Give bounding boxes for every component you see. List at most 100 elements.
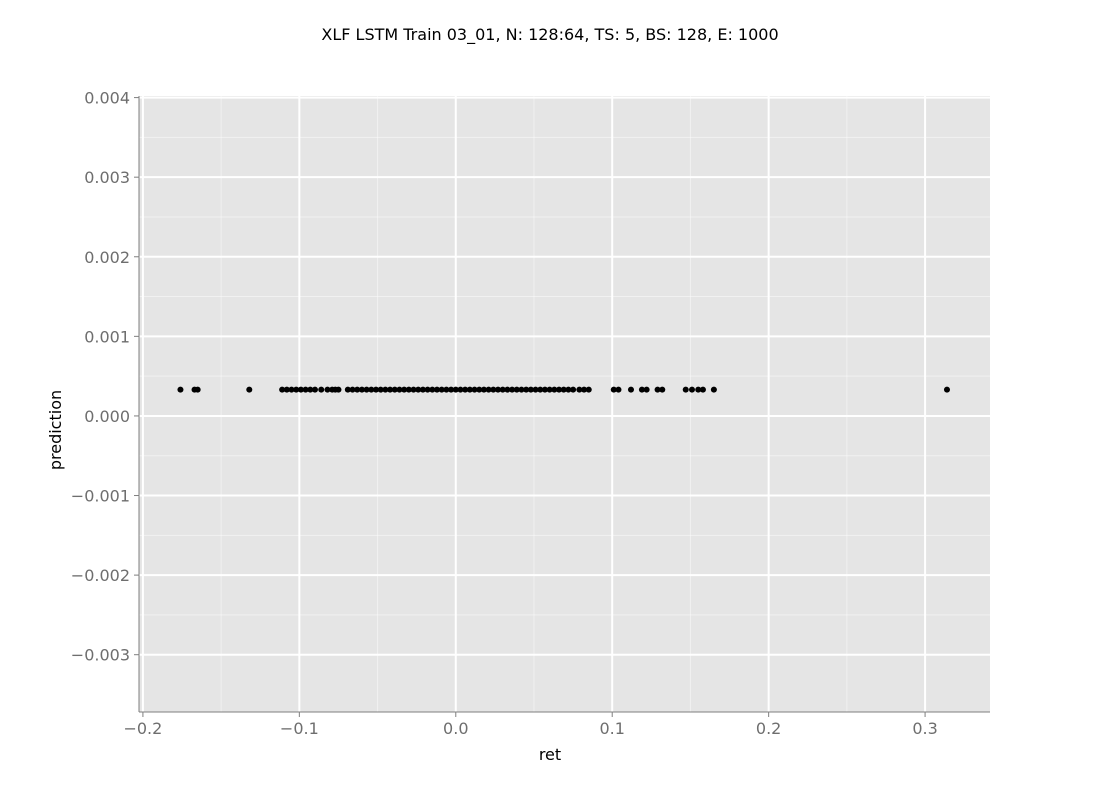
data-point xyxy=(581,386,588,393)
data-point xyxy=(279,386,286,393)
data-point xyxy=(377,386,384,393)
y-tick-label: 0.002 xyxy=(84,248,130,267)
data-point xyxy=(452,386,459,393)
x-axis-label: ret xyxy=(539,745,561,764)
x-tick-label: 0.3 xyxy=(912,719,937,738)
data-point xyxy=(695,386,702,393)
data-point xyxy=(194,386,201,393)
data-point xyxy=(363,386,370,393)
data-point xyxy=(638,386,645,393)
data-point xyxy=(485,386,492,393)
data-point xyxy=(541,386,548,393)
minor-gridlines xyxy=(139,96,990,712)
major-gridlines xyxy=(139,96,990,712)
data-point xyxy=(654,386,661,393)
data-point xyxy=(368,386,375,393)
data-point xyxy=(415,386,422,393)
data-point xyxy=(576,386,583,393)
y-tick-label: 0.003 xyxy=(84,168,130,187)
data-point xyxy=(457,386,464,393)
data-point xyxy=(462,386,469,393)
data-point xyxy=(585,386,592,393)
x-tick-label: −0.1 xyxy=(280,719,319,738)
data-point xyxy=(480,386,487,393)
data-point xyxy=(307,386,314,393)
data-point xyxy=(610,386,617,393)
y-axis: 0.004 0.003 0.002 0.001 0.000 −0.001 −0.002 −0.… xyxy=(71,89,140,712)
data-point xyxy=(532,386,539,393)
data-point xyxy=(438,386,445,393)
data-point xyxy=(476,386,483,393)
data-point xyxy=(490,386,497,393)
data-point xyxy=(448,386,455,393)
data-point xyxy=(615,386,622,393)
data-point xyxy=(358,386,365,393)
chart-title: XLF LSTM Train 03_01, N: 128:64, TS: 5, … xyxy=(321,25,778,45)
y-axis-label: prediction xyxy=(46,390,65,470)
plot-panel xyxy=(139,96,990,712)
data-point xyxy=(565,386,572,393)
data-point xyxy=(682,386,689,393)
data-point xyxy=(509,386,516,393)
y-tick-label: −0.002 xyxy=(71,566,130,585)
data-point xyxy=(466,386,473,393)
data-point xyxy=(177,386,184,393)
data-point xyxy=(537,386,544,393)
y-tick-label: 0.004 xyxy=(84,89,130,108)
y-tick-label: 0.001 xyxy=(84,327,130,346)
data-point xyxy=(349,386,356,393)
data-point xyxy=(302,386,309,393)
data-point xyxy=(288,386,295,393)
x-tick-label: 0.2 xyxy=(756,719,781,738)
data-point xyxy=(495,386,502,393)
x-tick-label: 0.0 xyxy=(443,719,468,738)
x-tick-label: 0.1 xyxy=(599,719,624,738)
data-point xyxy=(405,386,412,393)
data-point xyxy=(318,386,325,393)
data-point xyxy=(627,386,634,393)
x-axis: −0.2 −0.1 0.0 0.1 0.2 0.3 xyxy=(123,711,990,738)
data-point xyxy=(382,386,389,393)
data-point xyxy=(710,386,717,393)
data-point xyxy=(335,386,342,393)
data-point xyxy=(659,386,666,393)
data-point xyxy=(518,386,525,393)
data-point xyxy=(688,386,695,393)
data-point xyxy=(527,386,534,393)
data-point xyxy=(546,386,553,393)
data-point xyxy=(283,386,290,393)
data-point xyxy=(419,386,426,393)
data-point xyxy=(513,386,520,393)
data-point xyxy=(344,386,351,393)
data-point xyxy=(372,386,379,393)
data-point xyxy=(551,386,558,393)
data-point xyxy=(424,386,431,393)
data-point xyxy=(324,386,331,393)
data-point xyxy=(443,386,450,393)
data-point xyxy=(311,386,318,393)
data-point xyxy=(556,386,563,393)
y-tick-label: 0.000 xyxy=(84,407,130,426)
data-points xyxy=(177,386,950,393)
data-point xyxy=(560,386,567,393)
data-point xyxy=(499,386,506,393)
data-point xyxy=(387,386,394,393)
data-point xyxy=(246,386,253,393)
data-point xyxy=(643,386,650,393)
data-point xyxy=(523,386,530,393)
data-point xyxy=(471,386,478,393)
data-point xyxy=(293,386,300,393)
data-point xyxy=(699,386,706,393)
data-point xyxy=(429,386,436,393)
data-point xyxy=(297,386,304,393)
data-point xyxy=(391,386,398,393)
data-point xyxy=(943,386,950,393)
data-point xyxy=(396,386,403,393)
data-point xyxy=(401,386,408,393)
y-tick-label: −0.001 xyxy=(71,487,130,506)
data-point xyxy=(410,386,417,393)
y-tick-label: −0.003 xyxy=(71,646,130,665)
x-tick-label: −0.2 xyxy=(123,719,162,738)
data-point xyxy=(570,386,577,393)
